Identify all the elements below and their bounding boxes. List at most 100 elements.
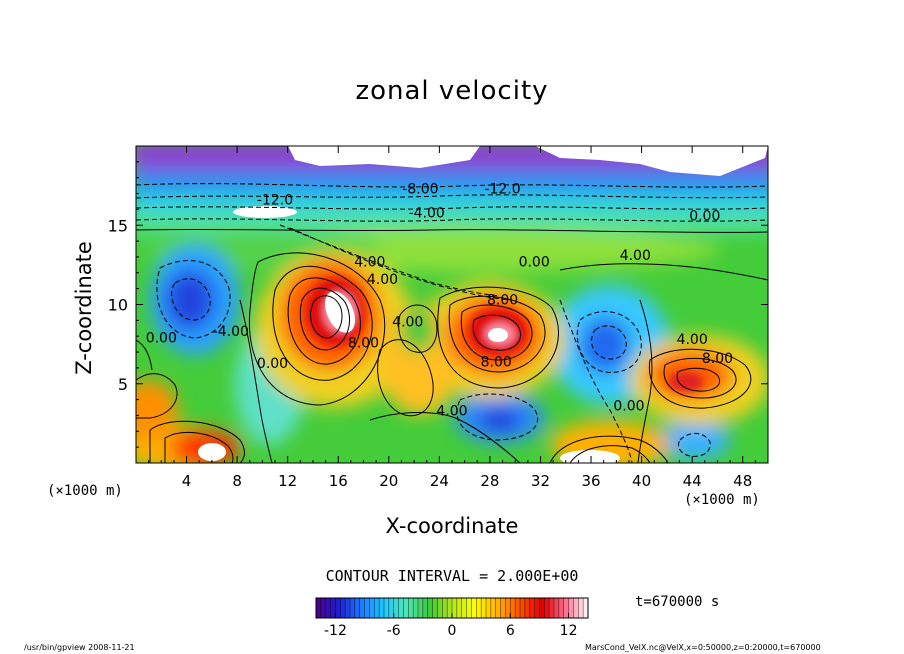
colorbar-segment [549,598,555,618]
colorbar-segment [320,598,327,618]
colorbar-tick-label: 0 [448,623,457,639]
colorbar-tick-label: -6 [387,623,401,639]
colorbar-segment [563,598,569,618]
saturated-region [560,450,620,463]
colorbar: -12 -6 0 6 12 [315,597,589,639]
contour-label: 4.00 [677,332,708,348]
y-tick-label: 15 [108,216,128,235]
colorbar-segment [554,598,560,618]
colorbar-segment [505,598,511,618]
colorbar-segment [495,598,501,618]
y-tick-label: 10 [108,296,128,315]
x-tick-label: 28 [480,472,499,490]
contour-label: -4.00 [409,205,445,221]
plot-area: -12.0 -8.00 -12.0 -4.00 0.00 4.00 4.00 0.00 4.00… [136,146,768,463]
saturated-region [488,328,508,342]
colorbar-tick-label: 12 [560,623,578,639]
colorbar-segment [364,598,370,618]
saturated-region [288,146,480,168]
colorbar-segment [578,598,584,618]
x-unit-left: (×1000 m) [47,483,123,499]
colorbar-segment [379,598,385,618]
x-tick-label: 40 [632,472,651,490]
colorbar-segment [388,598,395,618]
colorbar-segment [345,598,351,618]
colorbar-segment [568,598,574,618]
colorbar-segment [335,598,341,618]
time-label: t=670000 s [635,594,720,610]
contour-label: 4.00 [620,248,651,264]
colorbar-segment [432,598,438,618]
x-tick-label: 16 [329,472,348,490]
y-axis: 5 10 15 [108,161,768,448]
contour-label: 8.00 [487,293,518,309]
colorbar-segment [539,598,545,618]
colorbar-segment [486,598,492,618]
x-unit-right: (×1000 m) [684,492,760,508]
contour-label: 0.00 [257,356,288,372]
colorbar-segment [422,598,429,618]
colorbar-segment [330,598,336,618]
colorbar-segment [442,598,448,618]
colorbar-segment [418,598,424,618]
colorbar-segment [524,598,531,618]
saturated-region [198,443,226,461]
colorbar-segment [466,598,472,618]
x-tick-label: 20 [379,472,398,490]
x-tick-label: 4 [182,472,192,490]
colorbar-segment [544,598,550,618]
contour-label: 8.00 [702,351,733,367]
colorbar-tick-label: 6 [506,623,515,639]
contour-label: -12.0 [484,182,520,198]
saturated-region [324,291,356,333]
contour-label: 0.00 [689,208,720,224]
colorbar-segment [558,598,565,618]
footer-left: /usr/bin/gpview 2008-11-21 [24,643,135,652]
contour-label: 4.00 [367,272,398,288]
colorbar-segment [515,598,521,618]
colorbar-segment [403,598,409,618]
colorbar-segment [452,598,458,618]
colorbar-segment [476,598,482,618]
contour-label: 8.00 [481,354,512,370]
contour-label: 0.00 [519,254,550,270]
colorbar-segment [398,598,404,618]
colorbar-segment [529,598,535,618]
colorbar-segment [325,598,331,618]
colorbar-segment [350,598,356,618]
contour-label: -12.0 [257,193,293,209]
contour-label: 4.00 [354,254,385,270]
colorbar-segment [510,598,516,618]
colorbar-segment [461,598,467,618]
colorbar-segment [393,598,399,618]
contour-label: 8.00 [348,335,379,351]
contour-label: 0.00 [146,331,177,347]
colorbar-segment [456,598,463,618]
x-tick-label: 24 [430,472,449,490]
x-tick-label: 12 [278,472,297,490]
colorbar-segment [374,598,380,618]
x-tick-label: 32 [531,472,550,490]
colorbar-segment [369,598,375,618]
colorbar-segment [427,598,433,618]
x-tick-label: 48 [733,472,752,490]
colorbar-segment [316,598,322,618]
contour-label: 4.00 [436,403,467,419]
y-tick-label: 5 [118,375,128,394]
x-tick-label: 44 [683,472,702,490]
contour-label: -8.00 [402,182,438,198]
colorbar-segment [447,598,453,618]
x-tick-label: 36 [581,472,600,490]
saturated-region [233,206,297,218]
chart-title: zonal velocity [355,76,549,106]
colorbar-segment [359,598,365,618]
colorbar-segment [413,598,419,618]
colorbar-tick-label: -12 [324,623,347,639]
contour-label: -4.00 [213,324,249,340]
colorbar-segment [490,598,497,618]
colorbar-segment [340,598,346,618]
contour-label: 0.00 [613,399,644,415]
colorbar-segment [471,598,477,618]
colorbar-segment [520,598,526,618]
